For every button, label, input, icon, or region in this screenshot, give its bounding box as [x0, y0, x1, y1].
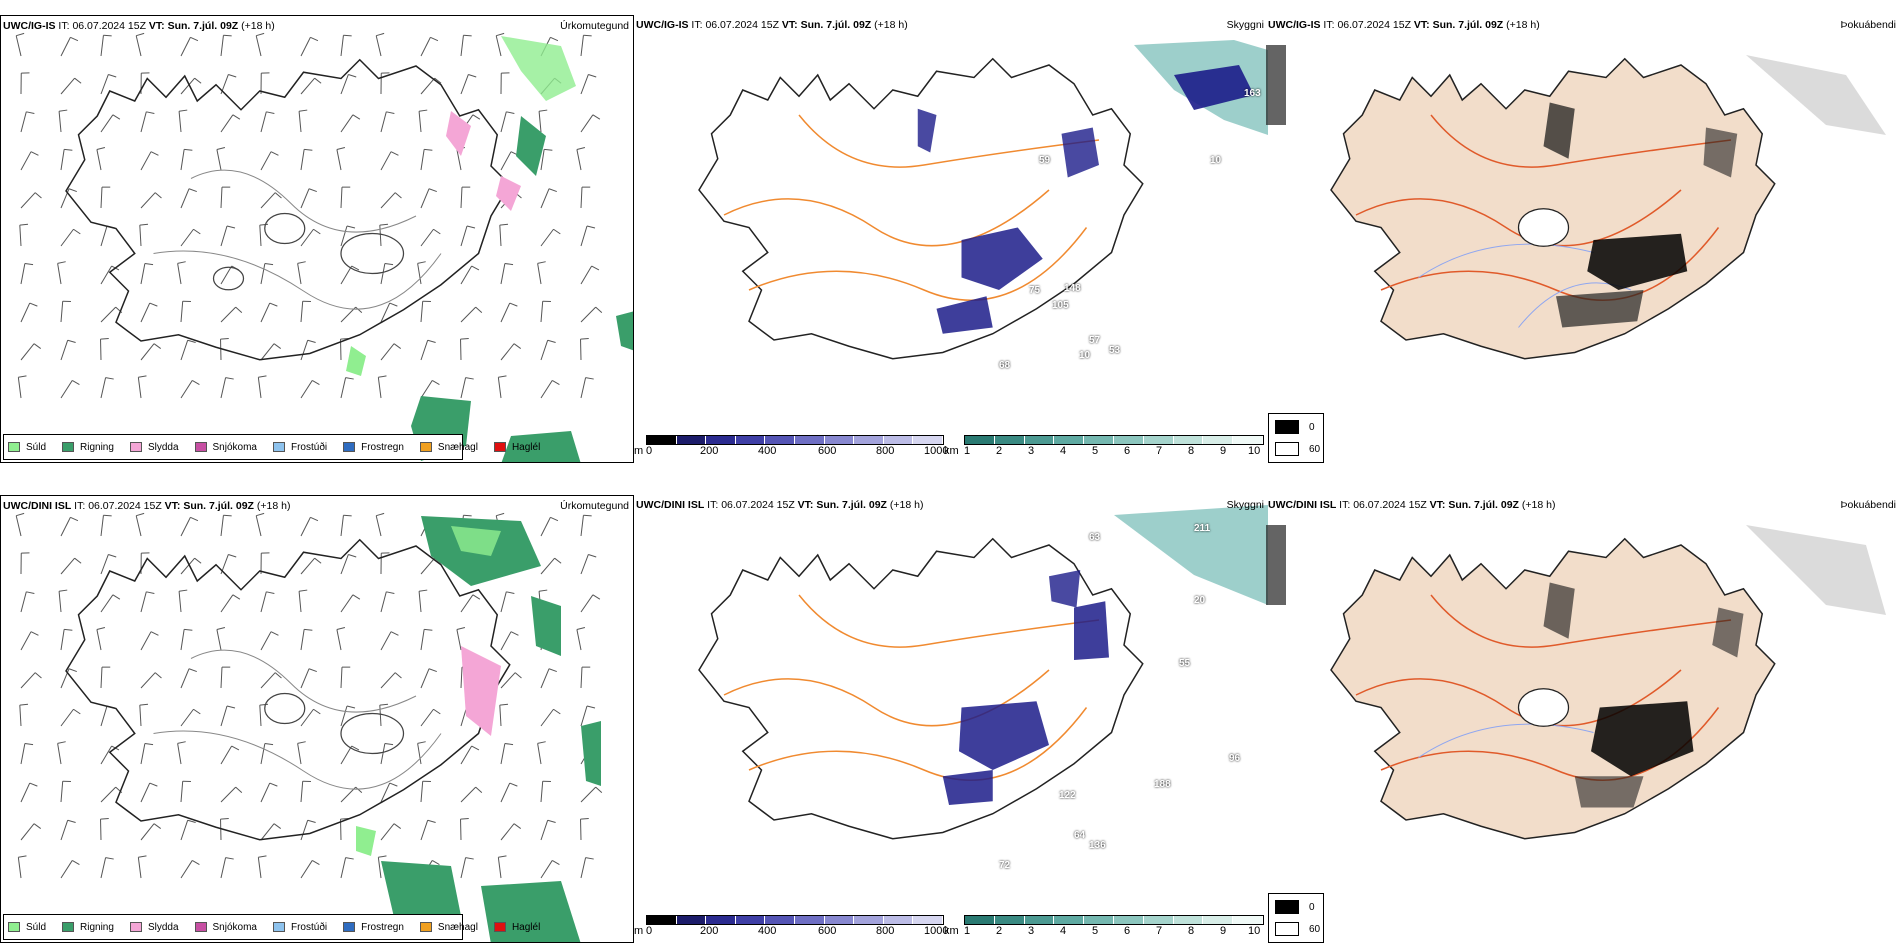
legend-swatch — [272, 442, 285, 452]
precip-legend: Súld Rigning Slydda Snjókoma Frostúði Fr… — [3, 434, 540, 460]
panel-title: Úrkomutegund — [560, 20, 629, 32]
iceland-outline — [1330, 537, 1776, 840]
fog-legend: 0 60 — [1268, 413, 1324, 463]
cloud-map — [698, 505, 1268, 840]
iceland-outline — [65, 538, 511, 841]
iceland-outline — [1330, 57, 1776, 360]
legend-swatch — [419, 922, 432, 932]
legend-swatch — [343, 442, 356, 452]
precip-panel-bottom: UWC/DINI ISL IT: 06.07.2024 15Z VT: Sun.… — [0, 495, 634, 943]
cloudbase-label: 55 — [1179, 658, 1191, 669]
panel-title: Skyggni — [1226, 499, 1264, 511]
visibility-colorbar: km 1 2 3 4 5 6 7 8 9 10 — [944, 435, 1268, 463]
panel-header: UWC/DINI ISL IT: 06.07.2024 15Z VT: Sun.… — [1268, 499, 1556, 511]
cloudbase-label: 75 — [1029, 285, 1041, 296]
legend-snjokoma: Snjókoma — [194, 922, 257, 933]
legend-swatch — [493, 922, 506, 932]
cloudbase-colorbar: m 0 200 400 600 800 1000 — [634, 435, 948, 463]
legend-suld: Súld — [8, 922, 46, 933]
cloud-map — [698, 40, 1268, 360]
panel-title: Þokuábendi — [1840, 499, 1896, 511]
cloud-panel-top: UWC/IG-IS IT: 06.07.2024 15Z VT: Sun. 7.… — [634, 15, 1268, 463]
cloudbase-label: 57 — [1089, 335, 1101, 346]
legend-swatch — [194, 922, 207, 932]
panel-header: UWC/IG-IS IT: 06.07.2024 15Z VT: Sun. 7.… — [1268, 19, 1540, 31]
legend-swatch — [8, 922, 20, 932]
legend-swatch — [493, 442, 506, 452]
fog-panel-top: UWC/IG-IS IT: 06.07.2024 15Z VT: Sun. 7.… — [1266, 15, 1900, 463]
iceland-outline — [698, 537, 1144, 840]
precip-map — [15, 512, 603, 942]
legend-swatch — [419, 442, 432, 452]
cloudbase-label: 64 — [1074, 830, 1086, 841]
panel-header: UWC/DINI ISL IT: 06.07.2024 15Z VT: Sun.… — [3, 500, 291, 512]
cloudbase-label: 96 — [1229, 753, 1241, 764]
legend-snaehagl: Snæhagl — [419, 922, 478, 933]
cloudbase-label: 148 — [1064, 283, 1081, 294]
cloudbase-label: 20 — [1194, 595, 1206, 606]
fog-swatch-white — [1275, 922, 1299, 936]
panel-header: UWC/IG-IS IT: 06.07.2024 15Z VT: Sun. 7.… — [636, 19, 908, 31]
legend-slydda: Slydda — [129, 922, 179, 933]
panel-title: Þokuábendi — [1840, 19, 1896, 31]
cloudbase-label: 211 — [1194, 523, 1211, 534]
fog-legend: 0 60 — [1268, 893, 1324, 943]
cloudbase-label: 53 — [1109, 345, 1121, 356]
precip-areas — [346, 36, 633, 462]
fog-panel-bottom: UWC/DINI ISL IT: 06.07.2024 15Z VT: Sun.… — [1266, 495, 1900, 943]
legend-swatch — [272, 922, 285, 932]
precip-areas — [356, 516, 601, 942]
fog-swatch-black — [1275, 420, 1299, 434]
legend-swatch — [343, 922, 356, 932]
legend-swatch — [129, 442, 142, 452]
visibility-colorbar: km 1 2 3 4 5 6 7 8 9 10 — [944, 915, 1268, 943]
legend-swatch — [194, 442, 207, 452]
legend-swatch — [62, 922, 75, 932]
iceland-outline — [698, 57, 1144, 360]
legend-frostregn: Frostregn — [343, 922, 404, 933]
legend-hagel: Haglél — [493, 922, 540, 933]
panel-title: Skyggni — [1226, 19, 1264, 31]
legend-swatch — [8, 442, 20, 452]
legend-swatch — [62, 442, 75, 452]
legend-hagel: Haglél — [493, 442, 540, 453]
legend-suld: Súld — [8, 442, 46, 453]
iceland-outline — [65, 58, 511, 361]
panel-title: Úrkomutegund — [560, 500, 629, 512]
wind-barbs — [15, 512, 603, 879]
fog-map — [1266, 525, 1886, 840]
cloudbase-label: 136 — [1089, 840, 1106, 851]
cloudbase-label: 68 — [999, 360, 1011, 371]
legend-frostregn: Frostregn — [343, 442, 404, 453]
cloudbase-label: 122 — [1059, 790, 1076, 801]
cloudbase-label: 63 — [1089, 532, 1101, 543]
precip-panel-top: UWC/IG-IS IT: 06.07.2024 15Z VT: Sun. 7.… — [0, 15, 634, 463]
legend-rigning: Rigning — [62, 442, 114, 453]
cloud-panel-bottom: UWC/DINI ISL IT: 06.07.2024 15Z VT: Sun.… — [634, 495, 1268, 943]
cloudbase-label: 59 — [1039, 155, 1051, 166]
legend-snaehagl: Snæhagl — [419, 442, 478, 453]
legend-rigning: Rigning — [62, 922, 114, 933]
fog-swatch-white — [1275, 442, 1299, 456]
cloudbase-label: 105 — [1052, 300, 1069, 311]
fog-swatch-black — [1275, 900, 1299, 914]
panel-header: UWC/DINI ISL IT: 06.07.2024 15Z VT: Sun.… — [636, 499, 924, 511]
cloudbase-label: 72 — [999, 860, 1011, 871]
cloudbase-label: 10 — [1210, 155, 1222, 166]
cloudbase-label: 10 — [1079, 350, 1091, 361]
cloudbase-label: 188 — [1154, 779, 1171, 790]
precip-map — [15, 32, 633, 462]
cloudbase-label: 163 — [1244, 88, 1261, 99]
cloudbase-colorbar: m 0 200 400 600 800 1000 — [634, 915, 948, 943]
legend-slydda: Slydda — [129, 442, 179, 453]
precip-legend: Súld Rigning Slydda Snjókoma Frostúði Fr… — [3, 914, 540, 940]
fog-map — [1266, 45, 1886, 360]
panel-header: UWC/IG-IS IT: 06.07.2024 15Z VT: Sun. 7.… — [3, 20, 275, 32]
legend-swatch — [129, 922, 142, 932]
legend-snjokoma: Snjókoma — [194, 442, 257, 453]
wind-barbs — [15, 32, 603, 399]
legend-frostudi: Frostúði — [272, 922, 327, 933]
legend-frostudi: Frostúði — [272, 442, 327, 453]
